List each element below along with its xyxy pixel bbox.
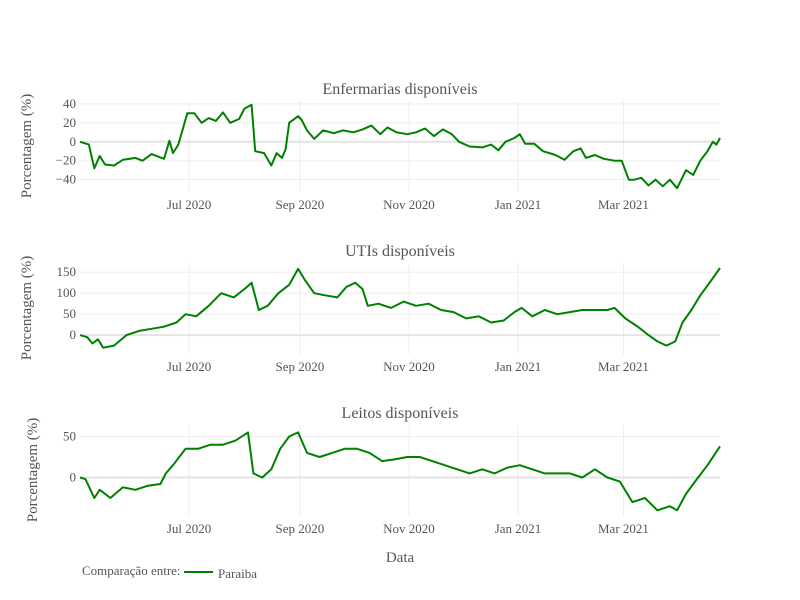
series-line-paraiba xyxy=(79,267,721,349)
x-tick-label: Sep 2020 xyxy=(276,359,325,374)
y-tick-label: 100 xyxy=(57,285,77,300)
x-tick-label: Jul 2020 xyxy=(167,197,211,212)
x-tick-label: Jan 2021 xyxy=(495,197,542,212)
grid xyxy=(80,425,720,516)
x-tick-label: Sep 2020 xyxy=(276,521,325,536)
y-tick-label: 50 xyxy=(63,306,76,321)
x-tick-label: Nov 2020 xyxy=(383,521,435,536)
x-tick-label: Jan 2021 xyxy=(495,521,542,536)
chart-title: UTIs disponíveis xyxy=(345,243,455,260)
y-tick-label: −40 xyxy=(56,172,76,187)
y-tick-label: −20 xyxy=(56,153,76,168)
x-tick-label: Mar 2021 xyxy=(598,359,649,374)
legend-title: Comparação entre: xyxy=(82,563,181,578)
x-tick-label: Jul 2020 xyxy=(167,521,211,536)
y-axis-label: Porcentagem (%) xyxy=(25,418,41,523)
y-tick-label: 0 xyxy=(70,327,77,342)
y-tick-label: 20 xyxy=(63,115,76,130)
y-axis-label: Porcentagem (%) xyxy=(19,256,35,361)
y-tick-label: 0 xyxy=(70,469,77,484)
y-tick-label: 50 xyxy=(63,428,76,443)
y-tick-label: 40 xyxy=(63,96,76,111)
y-axis-label: Porcentagem (%) xyxy=(19,94,35,199)
panel-utis: UTIs disponíveis Porcentagem (%) Jul 202… xyxy=(19,243,721,374)
x-axis-label: Data xyxy=(386,550,415,566)
legend: Comparação entre: Paraiba xyxy=(82,563,257,581)
x-tick-label: Jan 2021 xyxy=(495,359,542,374)
tick-labels: Jul 2020 Sep 2020 Nov 2020 Jan 2021 Mar 2021… xyxy=(56,96,649,212)
x-tick-label: Nov 2020 xyxy=(383,359,435,374)
y-tick-label: 150 xyxy=(57,264,77,279)
series-line-paraiba xyxy=(79,431,721,512)
x-tick-label: Nov 2020 xyxy=(383,197,435,212)
x-tick-label: Mar 2021 xyxy=(598,197,649,212)
grid xyxy=(80,263,720,354)
tick-labels: Jul 2020 Sep 2020 Nov 2020 Jan 2021 Mar 2021… xyxy=(57,264,649,374)
chart-title: Enfermarias disponíveis xyxy=(322,81,477,98)
x-tick-label: Sep 2020 xyxy=(276,197,325,212)
panel-enfermarias: Enfermarias disponíveis Porcentagem (%) … xyxy=(19,81,721,212)
x-tick-label: Mar 2021 xyxy=(598,521,649,536)
y-tick-label: 0 xyxy=(70,134,77,149)
x-tick-label: Jul 2020 xyxy=(167,359,211,374)
legend-item-paraiba[interactable]: Paraiba xyxy=(218,566,257,581)
panel-leitos: Leitos disponíveis Porcentagem (%) Jul 2… xyxy=(25,405,721,536)
chart-title: Leitos disponíveis xyxy=(342,405,459,422)
tick-labels: Jul 2020 Sep 2020 Nov 2020 Jan 2021 Mar 2021… xyxy=(63,428,649,536)
series-line-paraiba xyxy=(79,103,721,190)
